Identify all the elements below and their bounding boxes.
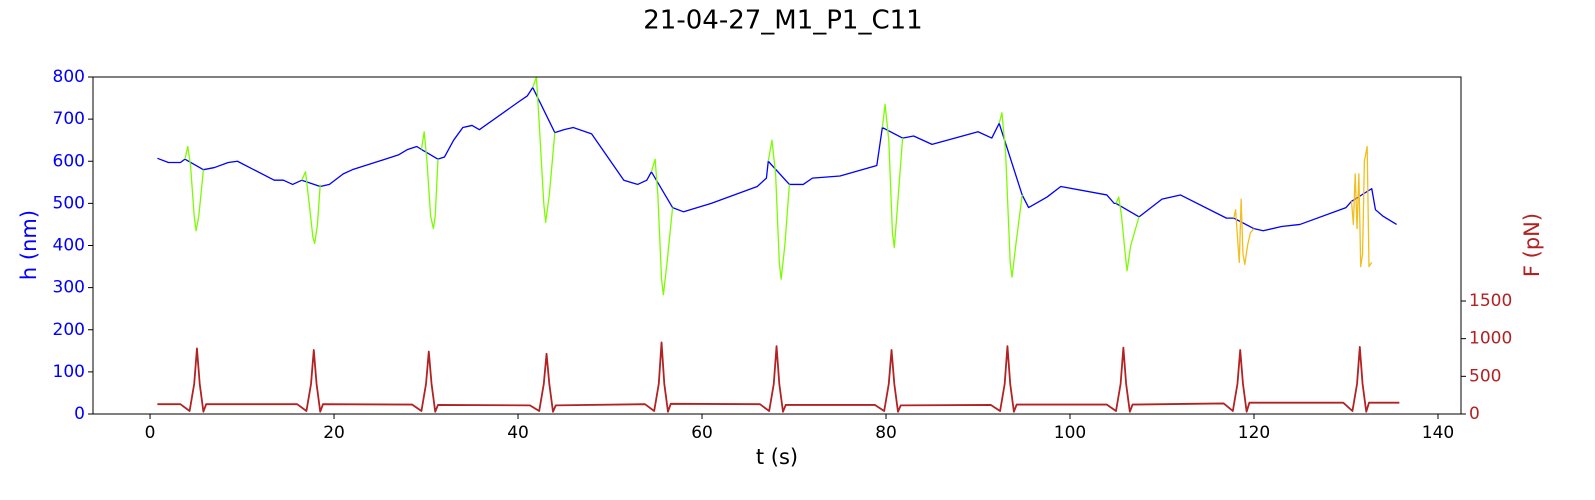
y2-axis-label: F (pN): [1520, 213, 1544, 277]
y-tick-label: 500: [53, 193, 85, 213]
y-tick-label: 300: [53, 278, 85, 298]
y-axis-label: h (nm): [17, 210, 41, 280]
data-line: [1233, 145, 1373, 268]
x-tick-label: 80: [875, 423, 897, 443]
y2-tick-label: 0: [1469, 404, 1480, 424]
y-tick-label: 100: [53, 362, 85, 382]
data-line: [157, 86, 1397, 232]
x-tick-label: 60: [691, 423, 713, 443]
y-tick-label: 200: [53, 320, 85, 340]
x-tick-label: 40: [507, 423, 529, 443]
x-tick-label: 100: [1054, 423, 1086, 443]
y-tick-label: 0: [74, 404, 85, 424]
x-tick-label: 120: [1238, 423, 1270, 443]
x-tick-label: 0: [145, 423, 156, 443]
y2-tick-label: 1000: [1469, 329, 1512, 349]
y-tick-label: 400: [53, 236, 85, 256]
chart-title: 21-04-27_M1_P1_C11: [643, 6, 922, 36]
y-tick-label: 800: [53, 67, 85, 87]
y-tick-label: 600: [53, 151, 85, 171]
x-tick-label: 20: [323, 423, 345, 443]
data-line: [184, 76, 1140, 296]
y2-tick-label: 1500: [1469, 291, 1512, 311]
data-line: [157, 341, 1400, 413]
y2-tick-label: 500: [1469, 366, 1501, 386]
y-tick-label: 700: [53, 109, 85, 129]
x-axis-label: t (s): [756, 445, 798, 469]
x-tick-label: 140: [1422, 423, 1454, 443]
